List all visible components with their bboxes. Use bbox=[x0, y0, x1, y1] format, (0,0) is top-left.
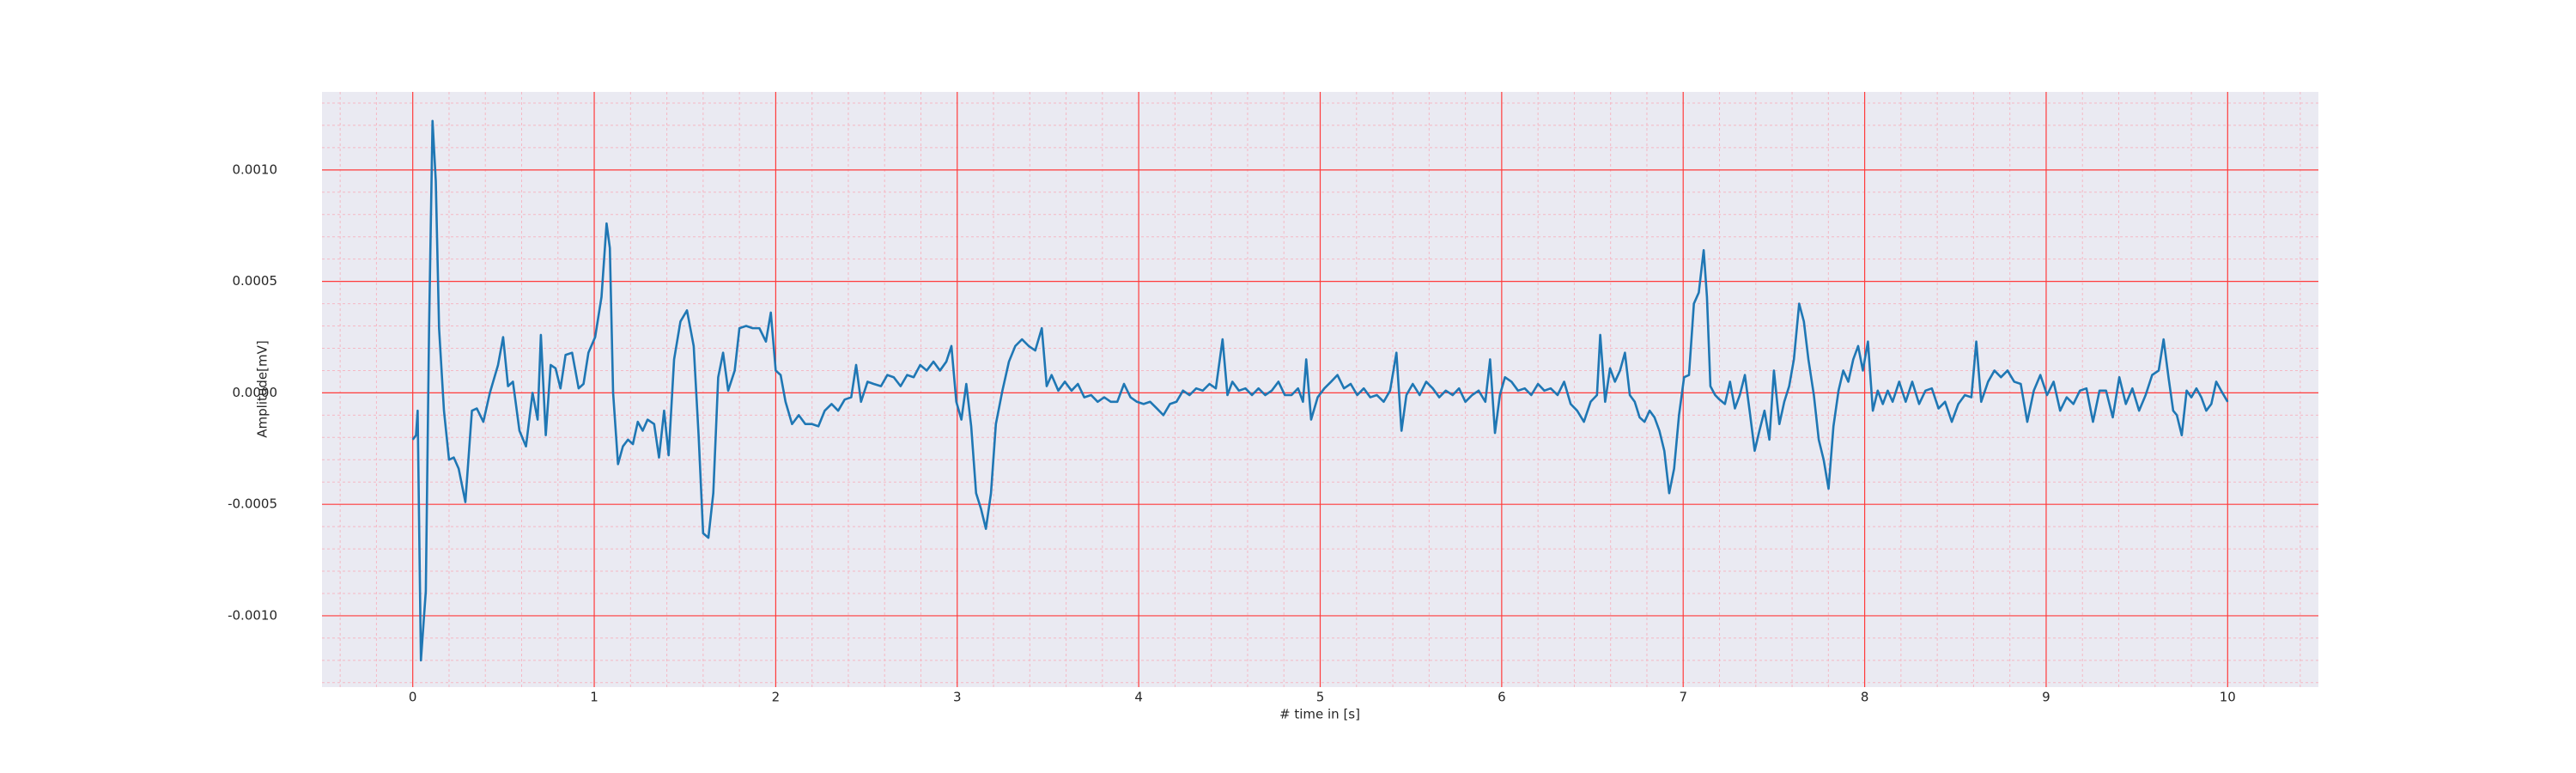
x-tick-label: 6 bbox=[1498, 690, 1506, 705]
x-axis-label: # time in [s] bbox=[1279, 707, 1360, 722]
x-tick-label: 3 bbox=[953, 690, 962, 705]
x-tick-label: 4 bbox=[1134, 690, 1143, 705]
x-tick-label: 1 bbox=[590, 690, 598, 705]
x-tick-label: 7 bbox=[1679, 690, 1687, 705]
data-line bbox=[411, 119, 2229, 662]
x-tick-label: 5 bbox=[1316, 690, 1325, 705]
x-tick-label: 9 bbox=[2042, 690, 2050, 705]
y-tick-label: -0.0010 bbox=[228, 607, 277, 623]
y-axis-label: Amplitude[mV] bbox=[255, 340, 270, 437]
lines bbox=[411, 119, 2229, 662]
x-tick-label: 2 bbox=[772, 690, 781, 705]
y-tick-label: -0.0005 bbox=[228, 496, 277, 512]
y-tick-label: 0.0000 bbox=[233, 385, 278, 400]
x-tick-label: 8 bbox=[1861, 690, 1869, 705]
labels: 0 1 2 3 4 5 6 7 8 9 10 -0.0010 -0.0005 0.0000 0.0005 0.… bbox=[228, 161, 2236, 704]
x-tick-label: 0 bbox=[409, 690, 417, 705]
y-tick-label: 0.0010 bbox=[233, 161, 278, 177]
x-tick-label: 10 bbox=[2220, 690, 2236, 705]
y-tick-label: 0.0005 bbox=[233, 273, 278, 289]
